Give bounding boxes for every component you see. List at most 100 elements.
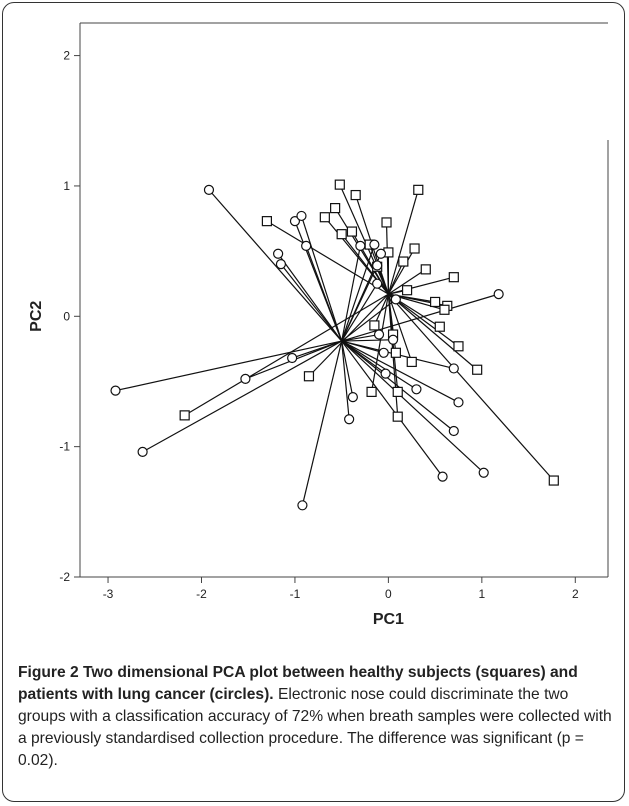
cancer-circle-marker [453, 397, 464, 408]
spoke-line [341, 245, 361, 342]
cancer-circle-marker [372, 260, 383, 271]
cancer-circle-marker [437, 471, 448, 482]
cancer-circle-marker [347, 392, 358, 403]
spoke-line [388, 293, 478, 371]
healthy-square-marker [430, 296, 441, 308]
cancer-circle-marker [493, 289, 504, 300]
healthy-square-marker [346, 226, 358, 237]
cancer-circle-marker [287, 352, 298, 364]
y-tick-label: -2 [59, 570, 70, 584]
cancer-circle-marker [273, 248, 284, 259]
spoke-line [341, 333, 380, 342]
healthy-square-marker [413, 184, 424, 195]
spoke-line [300, 215, 343, 342]
spoke-line [341, 298, 397, 342]
spoke-line [341, 340, 417, 390]
healthy-square-marker [366, 386, 377, 397]
cancer-circle-marker [380, 368, 391, 379]
spoke-line [341, 340, 444, 477]
healthy-square-marker [392, 411, 403, 422]
healthy-square-marker [179, 410, 190, 421]
spoke-line [341, 340, 455, 432]
healthy-square-marker [392, 386, 403, 397]
figure-caption: Figure 2 Two dimensional PCA plot betwee… [18, 662, 614, 772]
x-tick-label: -3 [103, 587, 114, 601]
cancer-circle-marker [390, 294, 401, 305]
spoke-line [305, 245, 343, 342]
cancer-circle-marker [448, 363, 459, 374]
spoke-line [341, 340, 459, 403]
spoke-line [388, 293, 459, 347]
spoke-line [387, 189, 419, 295]
spoke-line [341, 340, 485, 474]
healthy-square-marker [448, 272, 459, 283]
cancer-circle-marker [478, 467, 489, 478]
healthy-square-marker [390, 347, 401, 358]
spoke-line [301, 340, 343, 506]
cancer-circle-marker [275, 259, 287, 270]
healthy-square-marker [303, 371, 315, 382]
cancer-circle-marker [289, 216, 301, 227]
pca-scatter-plot: -3 -2 -1 0 1 2 -2 -1 0 1 2 PC1 PC2 [28, 22, 609, 628]
healthy-square-marker [261, 216, 273, 227]
x-tick-label: 2 [572, 587, 579, 601]
cancer-circle-marker [137, 446, 148, 457]
cancer-circle-marker [369, 239, 380, 250]
cancer-circle-marker [411, 384, 422, 395]
healthy-square-marker [336, 229, 347, 240]
spoke-line [387, 248, 416, 295]
spoke-line [341, 283, 378, 342]
healthy-square-marker [548, 475, 559, 486]
y-axis-label: PC2 [28, 301, 45, 332]
spoke-line [280, 263, 343, 342]
healthy-square-marker [401, 285, 413, 296]
spoke-line [387, 261, 404, 295]
x-tick-label: -1 [290, 587, 301, 601]
healthy-square-marker [439, 304, 450, 315]
healthy-square-marker [369, 320, 380, 331]
spoke-line [341, 341, 350, 420]
spoke-line [341, 293, 499, 342]
cancer-circle-marker [296, 210, 307, 222]
y-tick-label: 1 [63, 179, 70, 193]
cancer-circle-marker [297, 500, 308, 511]
healthy-square-marker [319, 212, 330, 223]
healthy-square-marker [334, 179, 345, 190]
healthy-square-marker [330, 203, 341, 214]
cancer-circle-marker [378, 347, 389, 358]
healthy-square-marker [453, 341, 464, 352]
x-tick-label: -2 [196, 587, 207, 601]
cancer-circle-marker [375, 248, 387, 259]
cancer-circle-marker [372, 278, 383, 289]
spoke-line [115, 340, 342, 392]
x-tick-label: 1 [478, 587, 485, 601]
y-tick-label: 2 [63, 49, 70, 63]
cancer-circle-marker [110, 385, 121, 396]
cancer-circle-marker [240, 373, 251, 384]
healthy-square-marker [434, 321, 445, 332]
spoke-line [208, 189, 343, 342]
x-tick-label: 0 [385, 587, 392, 601]
cancer-circle-marker [203, 184, 215, 195]
spoke-line [370, 294, 389, 393]
spoke-line [341, 340, 386, 375]
spoke-line [387, 293, 555, 481]
healthy-square-marker [406, 356, 417, 368]
cancer-circle-marker [448, 425, 459, 437]
figure-caption-body: Electronic nose could discriminate the t… [18, 686, 612, 769]
healthy-square-marker [472, 364, 483, 375]
spoke-line [277, 253, 343, 342]
cancer-circle-marker [344, 414, 355, 425]
y-tick-label: 0 [63, 309, 70, 323]
spoke-line [341, 340, 354, 398]
healthy-square-marker [398, 256, 409, 267]
y-tick-label: -1 [59, 440, 70, 454]
cancer-circle-marker [301, 240, 312, 252]
healthy-square-marker [409, 243, 420, 254]
cancer-circle-marker [387, 334, 399, 345]
spoke-line [388, 268, 427, 295]
x-axis-label: PC1 [373, 611, 404, 628]
spoke-line [341, 244, 375, 342]
healthy-square-marker [420, 264, 431, 275]
cancer-circle-marker [373, 329, 385, 340]
